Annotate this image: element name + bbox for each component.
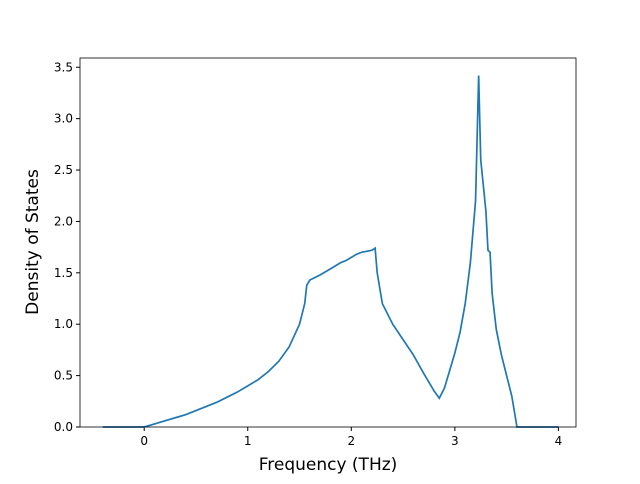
- x-axis-label: Frequency (THz): [259, 455, 398, 475]
- x-tick-label: 0: [140, 434, 148, 448]
- plot-frame: [79, 57, 577, 428]
- y-tick-label: 3.0: [54, 112, 73, 126]
- y-tick-label: 1.5: [54, 266, 73, 280]
- data-line: [102, 75, 559, 428]
- y-axis-label: Density of States: [23, 169, 43, 315]
- x-tick-label: 2: [347, 434, 355, 448]
- y-tick-label: 1.0: [54, 317, 73, 331]
- y-tick-label: 2.5: [54, 163, 73, 177]
- y-tick-label: 0.5: [54, 369, 73, 383]
- x-tick-label: 1: [244, 434, 252, 448]
- y-tick-label: 2.0: [54, 214, 73, 228]
- y-tick-label: 3.5: [54, 60, 73, 74]
- x-tick-label: 4: [555, 434, 563, 448]
- y-tick-label: 0.0: [54, 420, 73, 434]
- x-tick-label: 3: [451, 434, 459, 448]
